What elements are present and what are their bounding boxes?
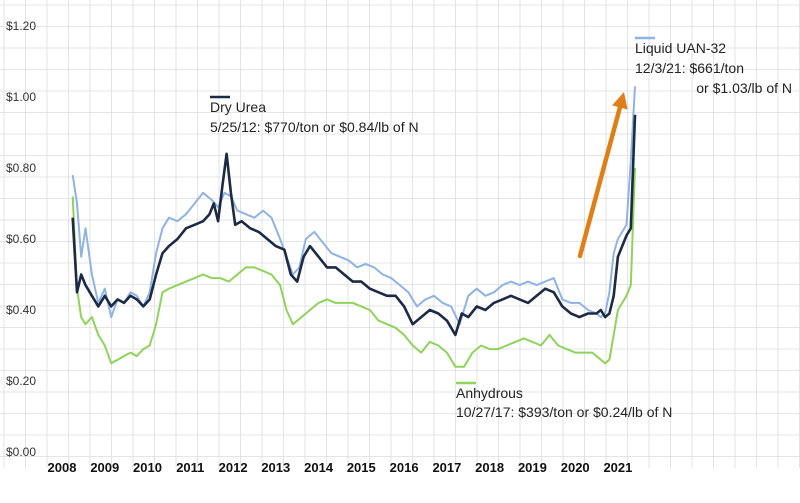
series-line-uan32 (71, 86, 636, 326)
y-tick-label: $1.00 (6, 90, 36, 104)
series-lines (71, 86, 637, 368)
annotation-urea-line-1: Dry Urea (210, 99, 266, 115)
x-axis: 2008 2009 2010 2011 2012 2013 2014 2015 2016 2017… (48, 460, 633, 475)
arrow-shaft (577, 105, 623, 259)
series-line-anhydrous (71, 167, 636, 368)
annotations: Dry Urea 5/25/12: $770/ton or $0.84/lb of… (210, 36, 792, 420)
x-tick-label: 2008 (48, 460, 77, 475)
annotation-uan32-line-3: or $1.03/lb of N (696, 80, 792, 96)
x-tick-label: 2021 (603, 460, 632, 475)
annotation-anhydrous-line-2: 10/27/17: $393/ton or $0.24/lb of N (456, 404, 672, 420)
y-tick-label: $0.20 (6, 374, 36, 388)
y-axis: $0.00 $0.20 $0.40 $0.60 $0.80 $1.00 $1.20 (6, 19, 36, 459)
x-tick-label: 2017 (432, 460, 461, 475)
y-tick-label: $0.40 (6, 303, 36, 317)
y-tick-label: $0.00 (6, 445, 36, 459)
x-tick-label: 2014 (304, 460, 334, 475)
arrow-head (612, 92, 628, 110)
y-tick-label: $1.20 (6, 19, 36, 33)
x-tick-label: 2010 (133, 460, 162, 475)
series-line-urea (71, 114, 637, 337)
x-tick-label: 2011 (176, 460, 204, 475)
x-tick-label: 2016 (390, 460, 419, 475)
x-tick-label: 2012 (219, 460, 248, 475)
x-tick-label: 2013 (261, 460, 290, 475)
x-tick-label: 2018 (475, 460, 504, 475)
annotation-anhydrous-line-1: Anhydrous (456, 385, 523, 401)
x-tick-label: 2020 (561, 460, 590, 475)
annotation-urea-line-2: 5/25/12: $770/ton or $0.84/lb of N (210, 119, 419, 135)
annotation-uan32-line-2: 12/3/21: $661/ton (635, 60, 744, 76)
x-tick-label: 2009 (90, 460, 119, 475)
x-tick-label: 2015 (347, 460, 376, 475)
trend-arrow (577, 92, 628, 259)
x-tick-label: 2019 (518, 460, 547, 475)
annotation-uan32-line-1: Liquid UAN-32 (635, 40, 726, 56)
y-tick-label: $0.80 (6, 161, 36, 175)
y-tick-label: $0.60 (6, 232, 36, 246)
